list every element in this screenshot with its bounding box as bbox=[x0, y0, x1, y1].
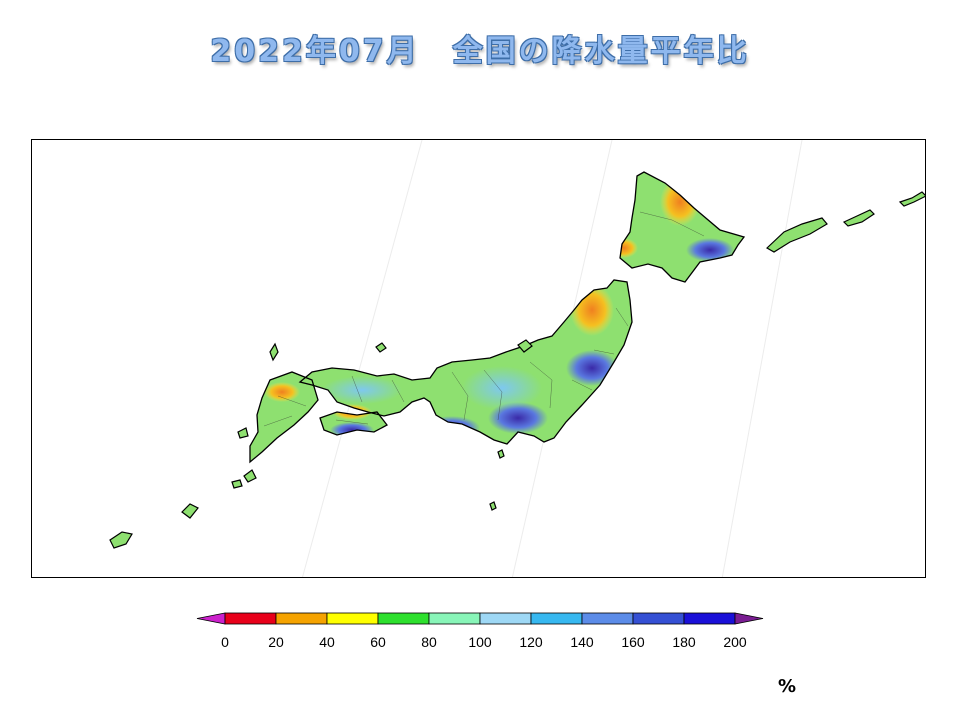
island-amami bbox=[181, 503, 199, 519]
legend-tick-label: 200 bbox=[723, 634, 747, 650]
island-okinawa bbox=[109, 531, 133, 549]
mid-area-chugoku bbox=[322, 376, 402, 404]
island-hachijo bbox=[489, 501, 497, 511]
legend-bin bbox=[530, 612, 583, 625]
legend-tick-label: 180 bbox=[672, 634, 696, 650]
legend-tick-label: 40 bbox=[319, 634, 335, 650]
page-title: 2022年07月 全国の降水量平年比 bbox=[210, 34, 750, 69]
island-kuril-north bbox=[898, 191, 925, 207]
wet-area-hokkaido bbox=[686, 238, 734, 262]
island-oki bbox=[375, 342, 387, 353]
legend-bin bbox=[428, 612, 481, 625]
legend-bin bbox=[632, 612, 685, 625]
legend-tick-label: 60 bbox=[370, 634, 386, 650]
legend-tick-label: 160 bbox=[621, 634, 645, 650]
legend-bin bbox=[581, 612, 634, 625]
island-izu-oshima bbox=[497, 449, 505, 459]
dry-area-kyushu bbox=[264, 382, 300, 402]
japan-map bbox=[109, 140, 925, 577]
legend-tick-label: 100 bbox=[468, 634, 492, 650]
legend-tick-label: 0 bbox=[221, 634, 229, 650]
wet-area-shikoku bbox=[330, 422, 374, 438]
legend-bin bbox=[683, 612, 736, 625]
wet-area-kanto bbox=[488, 402, 548, 434]
legend-under-triangle bbox=[196, 612, 226, 625]
island-kunashiri bbox=[765, 217, 828, 253]
legend-bin bbox=[377, 612, 430, 625]
legend-tick-label: 80 bbox=[421, 634, 437, 650]
dry-area-hokkaido-north bbox=[660, 178, 700, 226]
mid-area-chubu bbox=[462, 366, 542, 410]
coastlines bbox=[249, 171, 746, 464]
island-goto bbox=[237, 427, 249, 439]
color-legend: 0 20 40 60 80 100 120 140 160 180 200 bbox=[190, 610, 770, 670]
map-frame bbox=[31, 139, 926, 578]
legend-tick-label: 120 bbox=[519, 634, 543, 650]
island-tsushima bbox=[269, 342, 279, 362]
legend-bin bbox=[275, 612, 328, 625]
legend-over-triangle bbox=[734, 612, 764, 625]
islands bbox=[109, 191, 925, 549]
legend-tick-label: 140 bbox=[570, 634, 594, 650]
legend-svg: 0 20 40 60 80 100 120 140 160 180 200 bbox=[196, 612, 764, 650]
island-sado bbox=[517, 339, 533, 353]
legend-bin bbox=[326, 612, 379, 625]
legend-bin bbox=[479, 612, 532, 625]
island-tanegashima bbox=[243, 469, 257, 483]
legend-unit: % bbox=[778, 676, 797, 697]
island-yakushima bbox=[231, 479, 243, 489]
legend-bin bbox=[224, 612, 277, 625]
island-etorofu bbox=[842, 209, 875, 227]
legend-tick-label: 20 bbox=[268, 634, 284, 650]
prefecture-borders bbox=[263, 211, 705, 427]
